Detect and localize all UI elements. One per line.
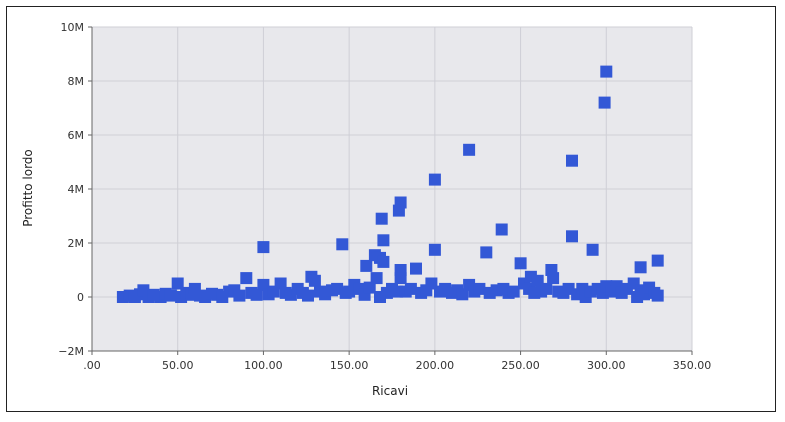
data-point bbox=[566, 154, 578, 167]
data-point bbox=[377, 234, 390, 247]
data-point bbox=[547, 272, 560, 285]
data-point bbox=[308, 274, 321, 287]
data-point bbox=[360, 259, 373, 272]
x-axis-ticks: .00 50.00 100.00 150.00 200.00 250.00 300.00 35… bbox=[83, 351, 711, 372]
data-point bbox=[171, 277, 184, 290]
data-point bbox=[480, 246, 493, 259]
data-point bbox=[598, 96, 611, 109]
y-tick-label: 0 bbox=[77, 291, 84, 304]
data-point bbox=[507, 285, 520, 298]
x-tick-label: 300.00 bbox=[587, 359, 626, 372]
x-tick-label: 150.00 bbox=[330, 359, 369, 372]
data-point bbox=[375, 212, 388, 225]
data-point bbox=[302, 289, 314, 302]
data-point bbox=[651, 254, 664, 267]
data-point bbox=[428, 243, 441, 256]
data-point bbox=[394, 196, 407, 209]
x-tick-label: 100.00 bbox=[244, 359, 283, 372]
data-point bbox=[274, 277, 287, 290]
data-point bbox=[600, 65, 613, 78]
x-tick-label: 200.00 bbox=[416, 359, 455, 372]
data-point bbox=[586, 243, 599, 256]
data-point bbox=[370, 272, 383, 285]
x-tick-label: .00 bbox=[83, 359, 101, 372]
data-point bbox=[634, 261, 647, 274]
data-point bbox=[566, 230, 578, 243]
y-axis-ticks: −2M 0 2M 4M 6M 8M 10M bbox=[58, 21, 92, 358]
data-point bbox=[250, 288, 263, 301]
data-point bbox=[540, 282, 553, 295]
x-tick-label: 50.00 bbox=[162, 359, 194, 372]
data-point bbox=[404, 282, 417, 295]
data-point bbox=[336, 238, 349, 251]
y-tick-label: 6M bbox=[68, 129, 85, 142]
y-tick-label: −2M bbox=[58, 345, 84, 358]
x-tick-label: 350.00 bbox=[673, 359, 712, 372]
data-point bbox=[257, 241, 270, 254]
data-point bbox=[473, 282, 486, 295]
y-tick-label: 2M bbox=[68, 237, 85, 250]
data-point bbox=[394, 272, 407, 285]
data-point bbox=[463, 143, 476, 156]
data-point bbox=[363, 281, 376, 294]
y-axis-label: Profitto lordo bbox=[21, 149, 35, 227]
data-point bbox=[377, 255, 390, 268]
data-point bbox=[116, 291, 129, 303]
data-point bbox=[495, 223, 508, 236]
x-tick-label: 250.00 bbox=[501, 359, 540, 372]
y-tick-label: 4M bbox=[68, 183, 85, 196]
data-points bbox=[116, 65, 664, 303]
data-point bbox=[514, 257, 527, 270]
data-point bbox=[233, 289, 246, 302]
data-point bbox=[410, 262, 422, 275]
data-point bbox=[164, 289, 177, 302]
y-tick-label: 8M bbox=[68, 75, 85, 88]
x-axis-label: Ricavi bbox=[372, 384, 408, 398]
data-point bbox=[651, 289, 664, 302]
y-tick-label: 10M bbox=[61, 21, 85, 34]
data-point bbox=[240, 272, 253, 285]
data-point bbox=[456, 288, 469, 301]
data-point bbox=[428, 173, 441, 186]
data-point bbox=[257, 278, 270, 291]
